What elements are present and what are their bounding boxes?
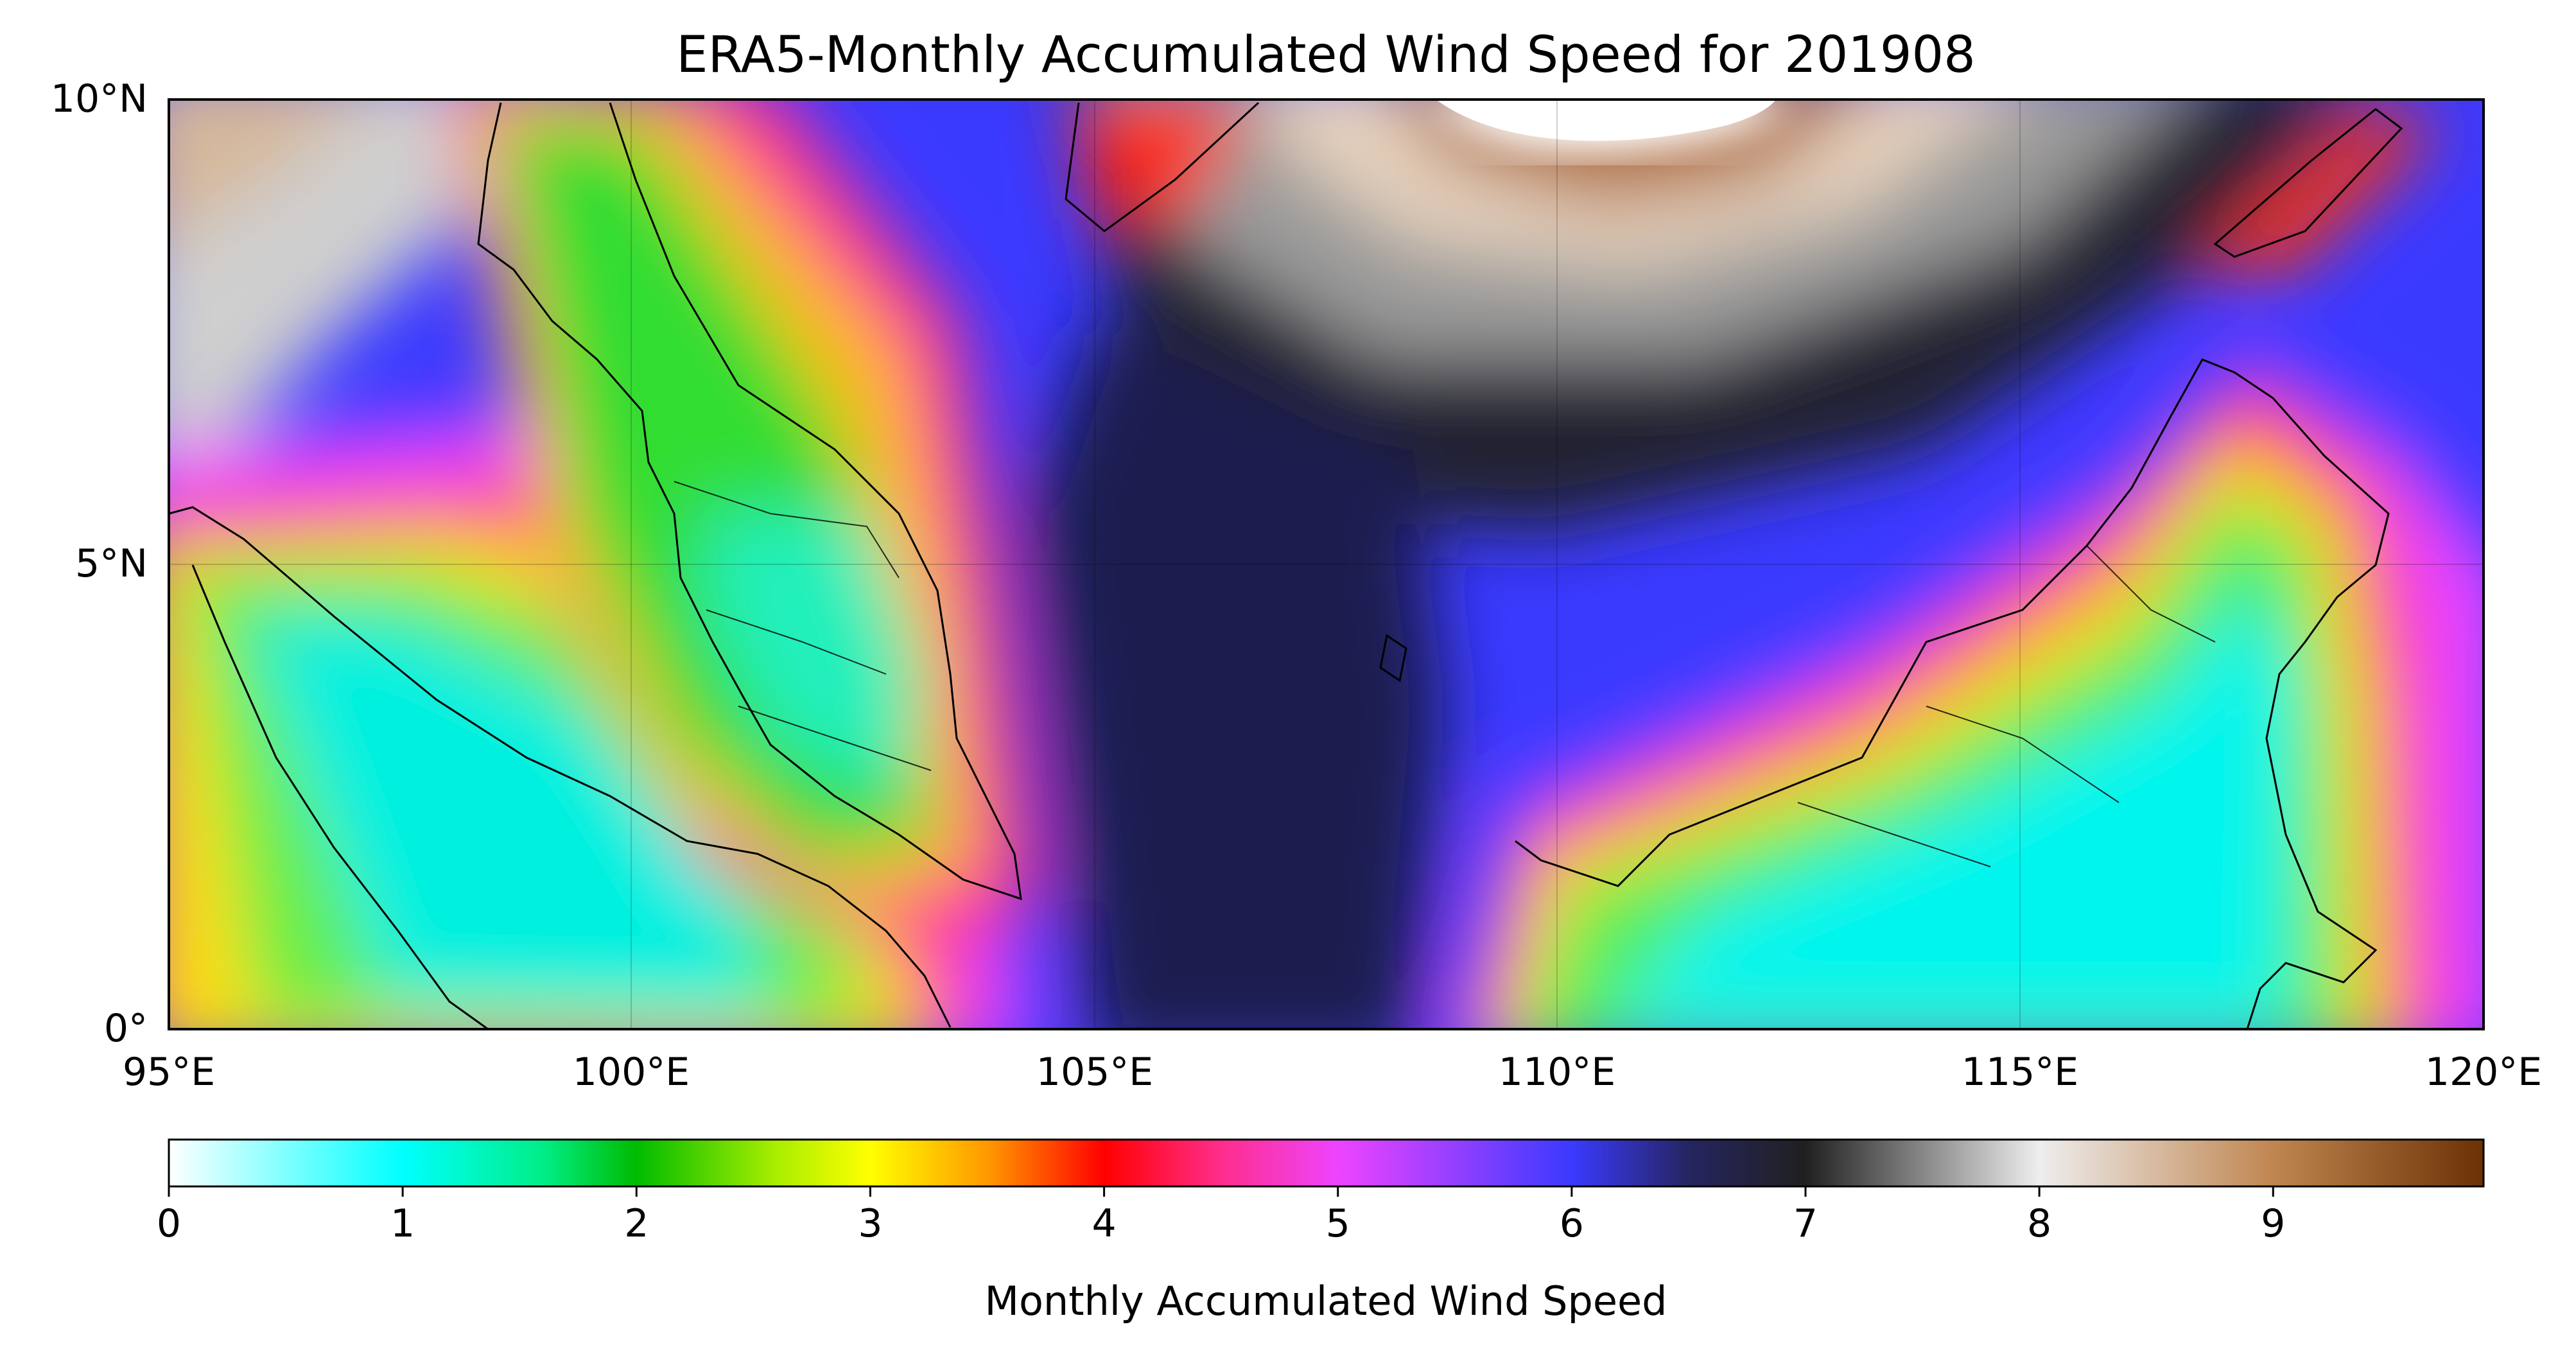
lon-tick-label: 120°E — [2425, 1050, 2542, 1095]
lon-tick-label: 115°E — [1962, 1050, 2078, 1095]
colorbar-tick-label: 6 — [1560, 1201, 1584, 1246]
colorbar-ticks: 0 1 2 3 4 5 6 7 8 9 — [157, 1186, 2285, 1246]
lat-tick-label: 0° — [104, 1006, 148, 1051]
lon-tick-label: 105°E — [1036, 1050, 1153, 1095]
colorbar-tick-label: 5 — [1326, 1201, 1350, 1246]
colorbar-tick-label: 0 — [157, 1201, 181, 1246]
lon-tick-label: 100°E — [573, 1050, 690, 1095]
colorbar-label: Monthly Accumulated Wind Speed — [984, 1278, 1667, 1324]
lon-tick-label: 95°E — [123, 1050, 215, 1095]
colorbar-tick-label: 2 — [624, 1201, 648, 1246]
colorbar: 0 1 2 3 4 5 6 7 8 9 Monthly Accumulated Wind Spee… — [157, 1138, 2485, 1324]
lat-tick-label: 5°N — [75, 541, 148, 586]
wind-field — [169, 100, 2484, 1029]
map-frame — [168, 98, 2485, 1030]
lon-tick-label: 110°E — [1499, 1050, 1615, 1095]
colorbar-tick-label: 8 — [2027, 1201, 2051, 1246]
colorbar-tick-label: 1 — [390, 1201, 415, 1246]
colorbar-tick-label: 7 — [1793, 1201, 1818, 1246]
colorbar-bar — [168, 1138, 2485, 1188]
colorbar-tick-label: 3 — [858, 1201, 882, 1246]
colorbar-tick-label: 9 — [2261, 1201, 2285, 1246]
figure-title: ERA5-Monthly Accumulated Wind Speed for … — [676, 26, 1975, 84]
lon-ticks: 95°E 100°E 105°E 110°E 115°E 120°E — [123, 1050, 2542, 1095]
lat-ticks: 0° 5°N 10°N — [51, 76, 148, 1051]
colorbar-tick-label: 4 — [1092, 1201, 1116, 1246]
lat-tick-label: 10°N — [51, 76, 148, 121]
